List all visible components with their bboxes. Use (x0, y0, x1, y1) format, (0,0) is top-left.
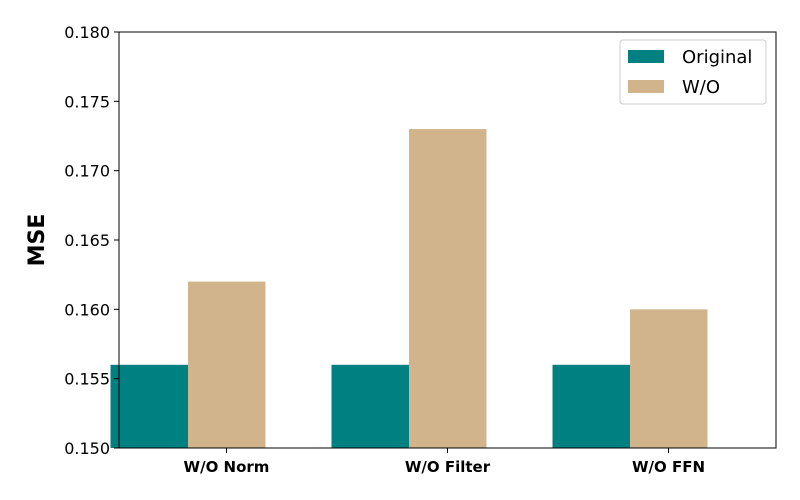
x-tick-label-w-o-ffn: W/O FFN (632, 458, 705, 476)
y-tick-label: 0.170 (64, 162, 110, 181)
y-axis-title: MSE (25, 214, 50, 267)
legend: Original W/O (619, 39, 767, 105)
y-tick-label: 0.180 (64, 23, 110, 42)
bar-original-w-o-norm (110, 364, 188, 448)
y-tick-label: 0.165 (64, 231, 110, 250)
bars-group (110, 129, 708, 449)
y-tick-label: 0.155 (64, 370, 110, 389)
y-axis: 0.150 0.155 0.160 0.165 0.170 0.175 0.180 (64, 23, 119, 458)
bar-w-o-w-o-norm (188, 281, 266, 448)
y-tick-label: 0.150 (64, 439, 110, 458)
x-axis: W/O Norm W/O Filter W/O FFN (184, 448, 705, 476)
x-tick-label-w-o-norm: W/O Norm (184, 458, 270, 476)
x-tick-label-w-o-filter: W/O Filter (405, 458, 491, 476)
y-tick-label: 0.175 (64, 92, 110, 111)
bar-w-o-w-o-ffn (630, 309, 708, 448)
legend-label-original: Original (682, 47, 752, 68)
legend-label-wo: W/O (682, 77, 720, 98)
bar-w-o-w-o-filter (409, 129, 487, 449)
legend-swatch-original (628, 50, 664, 63)
legend-swatch-wo (628, 80, 664, 93)
y-tick-label: 0.160 (64, 300, 110, 319)
bar-original-w-o-filter (331, 364, 409, 448)
bar-original-w-o-ffn (552, 364, 630, 448)
